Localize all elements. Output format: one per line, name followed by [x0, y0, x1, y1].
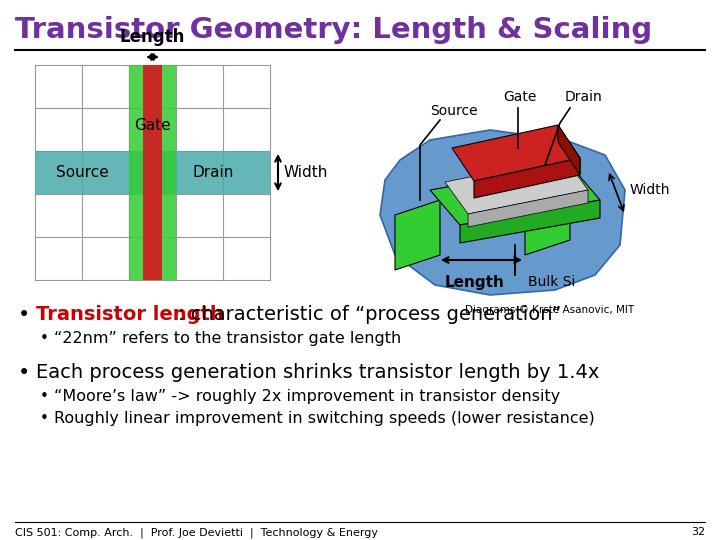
Text: Source: Source: [55, 165, 109, 180]
Polygon shape: [474, 158, 580, 198]
Text: Width: Width: [630, 183, 670, 197]
Text: •: •: [40, 411, 49, 426]
Text: : characteristic of “process generation”: : characteristic of “process generation”: [178, 305, 562, 324]
Text: CIS 501: Comp. Arch.  |  Prof. Joe Devietti  |  Technology & Energy: CIS 501: Comp. Arch. | Prof. Joe Deviett…: [15, 527, 378, 537]
Polygon shape: [525, 185, 570, 255]
Polygon shape: [468, 190, 588, 227]
Text: Length: Length: [120, 28, 185, 46]
Bar: [143, 65, 162, 280]
Text: Gate: Gate: [503, 90, 536, 104]
Polygon shape: [460, 200, 600, 243]
Text: “22nm” refers to the transistor gate length: “22nm” refers to the transistor gate len…: [54, 331, 401, 346]
Text: •: •: [18, 363, 30, 383]
Polygon shape: [380, 130, 625, 295]
Text: Drain: Drain: [565, 90, 603, 104]
Text: Width: Width: [283, 165, 328, 180]
Text: Length: Length: [445, 275, 505, 290]
Text: Gate: Gate: [134, 118, 171, 133]
Bar: [129, 65, 176, 280]
Text: Each process generation shrinks transistor length by 1.4x: Each process generation shrinks transist…: [36, 363, 599, 382]
Text: Roughly linear improvement in switching speeds (lower resistance): Roughly linear improvement in switching …: [54, 411, 595, 426]
Polygon shape: [452, 125, 580, 181]
Text: •: •: [40, 389, 49, 404]
Text: •: •: [18, 305, 30, 325]
Text: Bulk Si: Bulk Si: [528, 275, 575, 289]
Polygon shape: [445, 158, 588, 214]
Text: “Moore’s law” -> roughly 2x improvement in transistor density: “Moore’s law” -> roughly 2x improvement …: [54, 389, 560, 404]
Text: Source: Source: [430, 104, 477, 118]
Polygon shape: [430, 165, 600, 225]
Text: Transistor Geometry: Length & Scaling: Transistor Geometry: Length & Scaling: [15, 16, 652, 44]
Text: Transistor length: Transistor length: [36, 305, 224, 324]
Text: 32: 32: [691, 527, 705, 537]
Text: •: •: [40, 331, 49, 346]
Polygon shape: [395, 200, 440, 270]
Text: Drain: Drain: [193, 165, 234, 180]
Text: Diagrams © Krste Asanovic, MIT: Diagrams © Krste Asanovic, MIT: [465, 305, 634, 315]
Polygon shape: [558, 125, 580, 175]
Bar: [35, 151, 270, 194]
